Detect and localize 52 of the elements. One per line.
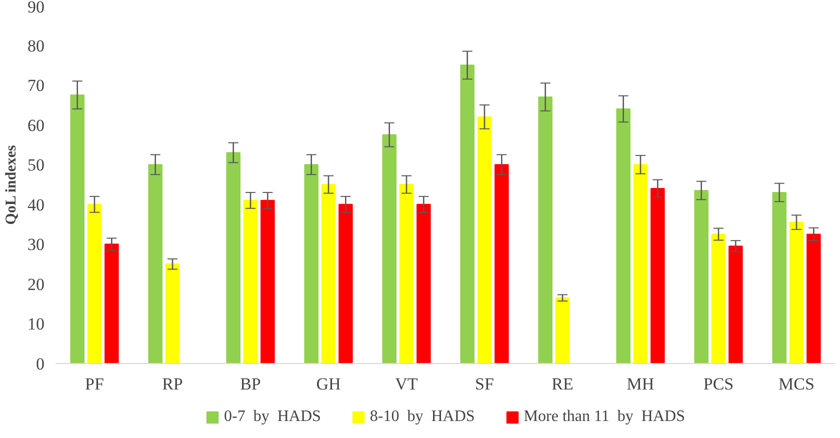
x-tick-label: BP	[240, 374, 261, 394]
bar	[399, 184, 414, 364]
x-tick-label: SF	[475, 374, 494, 394]
x-tick-label: PF	[85, 374, 104, 394]
legend-label: 0-7 by HADS	[224, 408, 321, 426]
legend-label: More than 11 by HADS	[524, 408, 685, 426]
bar	[650, 188, 665, 364]
bar	[416, 204, 431, 364]
bar	[694, 190, 708, 364]
bar	[260, 200, 275, 364]
bar	[70, 94, 84, 364]
y-tick-label: 30	[28, 235, 44, 254]
x-tick-label: PCS	[703, 374, 734, 394]
y-axis-title: QoL indexes	[4, 144, 20, 225]
bar	[165, 264, 180, 364]
bar	[806, 234, 821, 364]
x-tick-label: MCS	[778, 374, 814, 394]
bar	[304, 164, 318, 364]
bar	[338, 204, 353, 364]
bar	[243, 200, 258, 364]
bar	[633, 164, 648, 364]
bar	[104, 244, 119, 364]
y-tick-label: 60	[28, 116, 44, 135]
bar	[711, 234, 726, 364]
bar	[789, 222, 804, 364]
y-tick-label: 40	[28, 195, 44, 214]
bar	[616, 108, 630, 364]
x-tick-label: VT	[395, 374, 418, 394]
y-tick-label: 20	[28, 274, 44, 294]
x-tick-label: RE	[552, 374, 574, 394]
bar	[87, 204, 102, 364]
y-tick-label: 80	[28, 36, 44, 56]
y-tick-label: 10	[28, 314, 44, 334]
bar	[148, 164, 162, 364]
y-tick-label: 0	[36, 354, 44, 374]
bar	[555, 297, 570, 364]
y-tick-label: 90	[28, 0, 44, 16]
y-tick-label: 50	[28, 156, 44, 175]
x-tick-label: GH	[316, 374, 341, 394]
bar	[321, 184, 336, 364]
bar	[772, 192, 786, 364]
bar	[728, 246, 743, 364]
bar	[382, 134, 396, 364]
bar	[460, 64, 474, 364]
legend-label: 8-10 by HADS	[370, 408, 475, 426]
bar	[477, 116, 492, 364]
x-tick-label: RP	[162, 374, 183, 394]
bar	[538, 96, 552, 364]
x-tick-label: MH	[626, 374, 654, 394]
y-tick-label: 70	[28, 76, 44, 96]
bar	[494, 164, 509, 364]
bar	[226, 152, 240, 364]
